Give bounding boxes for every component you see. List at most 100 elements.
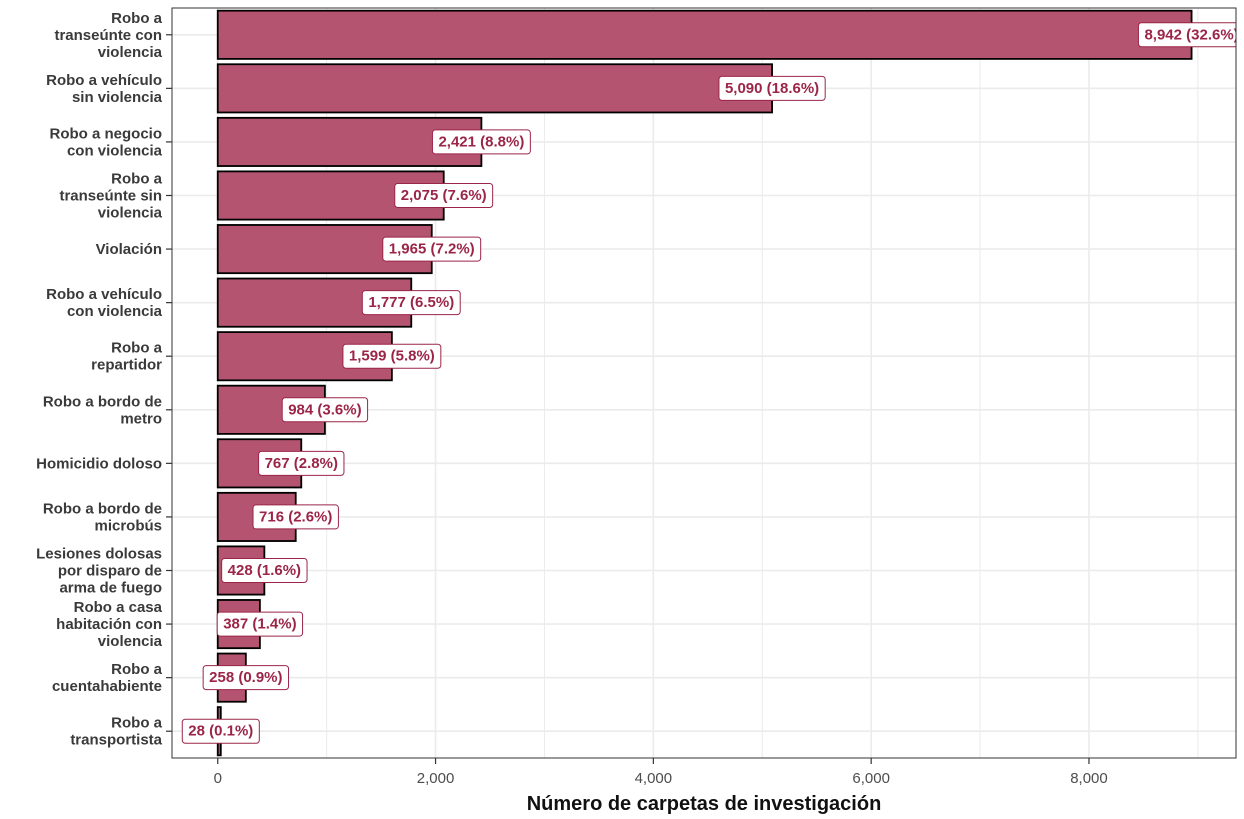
data-label-text: 1,599 (5.8%)	[349, 348, 435, 365]
category-label-line: habitación con	[56, 616, 162, 633]
data-label-box	[252, 504, 339, 530]
data-label-text: 5,090 (18.6%)	[725, 80, 819, 97]
category-label-line: Homicidio doloso	[36, 455, 162, 472]
data-label-text: 2,075 (7.6%)	[401, 187, 487, 204]
data-label-box	[281, 397, 369, 423]
data-label: 387 (1.4%)	[216, 611, 304, 637]
category-label-line: Robo a	[111, 715, 162, 732]
x-tick-label: 6,000	[852, 770, 890, 787]
data-label: 28 (0.1%)	[181, 718, 260, 744]
category-label-line: por disparo de	[58, 563, 162, 580]
category-label-line: Robo a	[111, 661, 162, 678]
category-label-line: Robo a	[111, 10, 162, 27]
category-label: Violación	[96, 241, 162, 258]
data-label-box	[342, 343, 442, 369]
data-label: 1,599 (5.8%)	[342, 343, 442, 369]
data-label-box	[216, 611, 304, 637]
category-label: Robo a vehículo sin violencia	[46, 72, 163, 106]
data-label: 2,075 (7.6%)	[394, 183, 494, 208]
data-label-text: 716 (2.6%)	[259, 508, 332, 525]
category-label-line: arma de fuego	[59, 580, 162, 597]
x-tick-label: 4,000	[635, 770, 673, 787]
category-label: Robo a bordo de metro	[43, 393, 162, 427]
category-label-line: con violencia	[67, 142, 163, 159]
category-label-line: repartidor	[91, 357, 162, 374]
data-label-box	[361, 290, 461, 316]
data-label-box	[202, 665, 290, 691]
category-label-line: Robo a	[111, 171, 162, 188]
panel-border	[171, 7, 1237, 759]
bar	[216, 9, 1193, 60]
data-label-text: 428 (1.6%)	[228, 562, 301, 579]
category-label: Robo a vehículo con violencia	[46, 286, 163, 320]
category-label-line: microbús	[94, 517, 162, 534]
category-label-line: transeúnte sin	[59, 188, 162, 205]
category-label-line: metro	[120, 410, 162, 427]
data-label-text: 767 (2.8%)	[265, 455, 338, 472]
x-axis-title: Número de carpetas de investigación	[527, 793, 882, 815]
category-label-line: Robo a negocio	[50, 125, 163, 142]
data-label: 258 (0.9%)	[202, 665, 290, 691]
data-label-text: 1,965 (7.2%)	[389, 241, 475, 258]
data-label-box	[181, 718, 260, 744]
data-label-text: 8,942 (32.6%)	[1144, 26, 1238, 43]
category-label-line: violencia	[98, 633, 163, 650]
data-label: 984 (3.6%)	[281, 397, 369, 423]
x-tick-label: 0	[214, 770, 222, 787]
bars	[216, 9, 1193, 757]
category-label: Robo a bordo de microbús	[43, 500, 162, 534]
category-label-line: violencia	[98, 44, 163, 61]
data-label-box	[221, 558, 308, 583]
data-label-box	[382, 236, 482, 262]
category-label: Homicidio doloso	[36, 455, 162, 472]
category-label-line: transeúnte con	[54, 27, 162, 44]
category-label-line: Robo a bordo de	[43, 393, 162, 410]
category-label: Lesiones dolosas por disparo de arma de fu…	[36, 546, 162, 597]
data-label: 1,965 (7.2%)	[382, 236, 482, 262]
data-label: 2,421 (8.8%)	[431, 129, 531, 155]
category-label-line: Robo a casa	[74, 599, 163, 616]
category-label-line: Lesiones dolosas	[36, 546, 162, 563]
data-label-box	[1137, 22, 1236, 48]
data-label-box	[394, 183, 494, 208]
data-label-text: 1,777 (6.5%)	[368, 294, 454, 311]
category-label: Robo a negocio con violencia	[50, 125, 163, 159]
data-label-text: 2,421 (8.8%)	[438, 133, 524, 150]
data-labels: 8,942 (32.6%) 5,090 (18.6%) 2,421 (8.8%) 2,…	[181, 22, 1238, 744]
category-label-line: Robo a vehículo	[46, 72, 162, 89]
category-label-line: Robo a bordo de	[43, 500, 162, 517]
data-label-box	[431, 129, 531, 155]
data-label-text: 387 (1.4%)	[223, 616, 296, 633]
category-label: Robo a transportista	[70, 715, 162, 749]
data-label-text: 28 (0.1%)	[188, 723, 253, 740]
category-label-line: sin violencia	[72, 89, 163, 106]
x-axis: 0 2,000 4,000 6,000 8,000	[214, 758, 1108, 787]
category-label: Robo a transeúnte con violencia	[54, 10, 162, 61]
data-label-text: 258 (0.9%)	[209, 669, 282, 686]
data-label: 5,090 (18.6%)	[718, 75, 826, 101]
category-label: Robo a repartidor	[91, 340, 163, 374]
category-label-line: Robo a vehículo	[46, 286, 162, 303]
category-label: Robo a transeúnte sin violencia	[59, 171, 162, 222]
data-label-box	[718, 75, 826, 101]
bar	[216, 63, 773, 114]
category-label-line: violencia	[98, 205, 163, 222]
data-label: 767 (2.8%)	[258, 450, 345, 476]
category-label: Robo a casa habitación con violencia	[56, 599, 162, 650]
category-label-line: Violación	[96, 241, 162, 258]
data-label: 428 (1.6%)	[221, 558, 308, 583]
category-label-line: Robo a	[111, 340, 162, 357]
data-label-text: 984 (3.6%)	[288, 401, 361, 418]
x-tick-label: 8,000	[1070, 770, 1108, 787]
x-tick-label: 2,000	[417, 770, 455, 787]
data-label: 716 (2.6%)	[252, 504, 339, 530]
category-label: Robo a cuentahabiente	[52, 661, 163, 695]
data-label: 1,777 (6.5%)	[361, 290, 461, 316]
data-label-box	[258, 450, 345, 476]
category-label-line: transportista	[70, 732, 162, 749]
data-label: 8,942 (32.6%)	[1137, 22, 1238, 48]
category-label-line: con violencia	[67, 303, 163, 320]
category-label-line: cuentahabiente	[52, 678, 162, 695]
